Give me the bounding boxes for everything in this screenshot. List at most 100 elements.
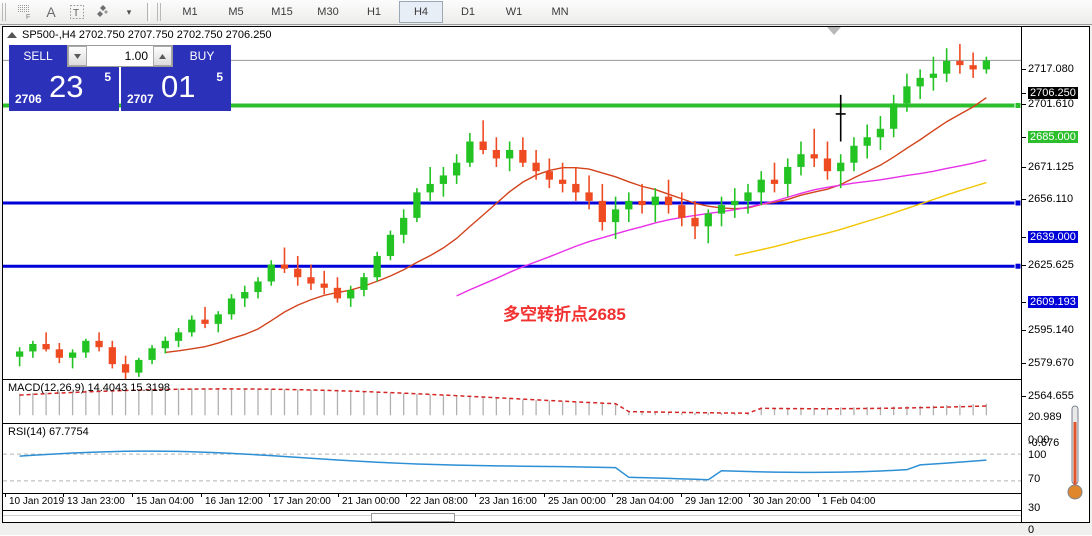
timeframe-m1[interactable]: M1 [182,6,198,18]
timeframe-d1[interactable]: D1 [460,6,476,18]
timeframe-m30[interactable]: M30 [317,6,339,18]
time-tick [406,494,407,497]
rsi-scale-label: 30 [1028,502,1041,514]
objects-dropdown-arrow-icon[interactable]: ▾ [116,1,142,23]
time-tick [818,494,819,497]
scrollbar-track [3,515,1021,516]
crosshair-grid-icon[interactable]: F [12,1,38,23]
price-label: 2656.110 [1028,193,1074,205]
time-tick [269,494,270,497]
period-separator-arrow-icon [827,27,841,35]
buy-price-fraction: 5 [216,70,223,84]
price-tick [1022,396,1026,397]
price-label: 2595.140 [1028,324,1074,336]
time-tick [681,494,682,497]
price-label: 2717.080 [1028,63,1074,75]
time-tick [5,494,6,497]
price-tick [1022,104,1026,105]
toolbar-separator [147,3,150,21]
timeframe-bar: M1 M5 M15 M30 H1 H4 D1 W1 MN [167,1,583,23]
timeframe-w1[interactable]: W1 [505,6,523,18]
time-label: 23 Jan 16:00 [479,496,537,507]
sell-price-fraction: 5 [104,70,111,84]
sell-price-box[interactable]: 2706 23 5 [9,67,119,111]
one-click-trading-panel[interactable]: SELL 1.00 BUY 2706 23 5 [9,45,231,111]
timeframe-h1[interactable]: H1 [366,6,382,18]
price-label: 2671.125 [1028,161,1074,173]
time-tick [475,494,476,497]
text-label-glyph: A [46,4,56,20]
volume-input[interactable]: 1.00 [67,45,173,67]
buy-price-prefix: 2707 [127,92,154,106]
time-tick [749,494,750,497]
time-label: 1 Feb 04:00 [822,496,876,507]
buy-price-box[interactable]: 2707 01 5 [121,67,231,111]
price-axis[interactable]: 2717.080 2706.250 2701.610 2685.000 2671.125… [1021,27,1089,536]
scrollbar-thumb[interactable] [371,513,455,522]
time-tick [612,494,613,497]
time-label: 22 Jan 08:00 [410,496,468,507]
rsi-title: RSI(14) 67.7754 [8,426,89,438]
vertical-scale-thermometer[interactable] [1067,404,1083,508]
symbol-ohlc-text: SP500-,H4 2702.750 2707.750 2702.750 270… [22,29,272,41]
chart-expand-icon[interactable] [7,32,17,38]
price-tick [1022,137,1026,138]
time-tick [132,494,133,497]
toolbar: F A T ▾ M1 M5 M15 M30 H1 H4 D1 W1 MN [0,0,1092,25]
time-label: 21 Jan 00:00 [342,496,400,507]
dropdown-arrow-glyph: ▾ [126,6,132,17]
objects-icon[interactable] [90,1,116,23]
timeframe-mn[interactable]: MN [551,6,569,18]
time-tick [544,494,545,497]
time-label: 16 Jan 12:00 [205,496,263,507]
timeframe-h4[interactable]: H4 [399,1,443,23]
price-tick [1022,167,1026,168]
time-label: 13 Jan 23:00 [67,496,125,507]
time-label: 30 Jan 20:00 [753,496,811,507]
timeframe-m15[interactable]: M15 [271,6,293,18]
macd-scale-label: -0.676 [1028,437,1060,449]
toolbar-grip[interactable] [2,3,8,21]
volume-up-button[interactable] [153,46,172,66]
macd-panel[interactable]: MACD(12,26,9) 14.4043 15.3198 [3,379,1021,424]
volume-value[interactable]: 1.00 [124,49,148,63]
price-label: 2685.000 [1028,131,1078,143]
time-label: 10 Jan 2019 [9,496,65,507]
price-tick [1022,93,1026,94]
timeframe-m5[interactable]: M5 [228,6,244,18]
price-tick [1022,302,1026,303]
rsi-scale-label: 0 [1028,524,1035,536]
price-label: 2625.625 [1028,259,1074,271]
text-label-icon[interactable]: A [38,1,64,23]
volume-down-button[interactable] [68,46,87,66]
time-tick [201,494,202,497]
time-label: 25 Jan 00:00 [548,496,606,507]
time-label: 28 Jan 04:00 [616,496,674,507]
macd-scale-label: 0.00 [1028,434,1050,446]
chart-window: SP500-,H4 2702.750 2707.750 2702.750 270… [2,26,1090,536]
rsi-canvas [3,450,1021,482]
price-tick [1022,330,1026,331]
horizontal-scrollbar[interactable] [3,510,1021,522]
svg-text:T: T [73,8,79,19]
chart-symbol-header: SP500-,H4 2702.750 2707.750 2702.750 270… [7,29,272,41]
buy-button[interactable]: BUY [173,45,231,67]
sell-price-big: 23 [49,69,84,104]
macd-canvas [18,388,988,416]
chart-annotation-text[interactable]: 多空转折点2685 [503,305,626,324]
price-tick [1022,237,1026,238]
time-label: 29 Jan 12:00 [685,496,743,507]
price-tick [1022,265,1026,266]
price-label: 2639.000 [1028,231,1078,243]
text-box-icon[interactable]: T [64,1,90,23]
time-label: 15 Jan 04:00 [136,496,194,507]
price-label: 2564.655 [1028,390,1074,402]
buy-price-big: 01 [161,69,196,104]
sell-price-prefix: 2706 [15,92,42,106]
time-tick [63,494,64,497]
sell-button[interactable]: SELL [9,45,67,67]
time-axis[interactable]: 10 Jan 2019 13 Jan 23:00 15 Jan 04:00 16 Ja… [3,493,1021,510]
price-tick [1022,199,1026,200]
timeframe-grip[interactable] [157,3,163,21]
